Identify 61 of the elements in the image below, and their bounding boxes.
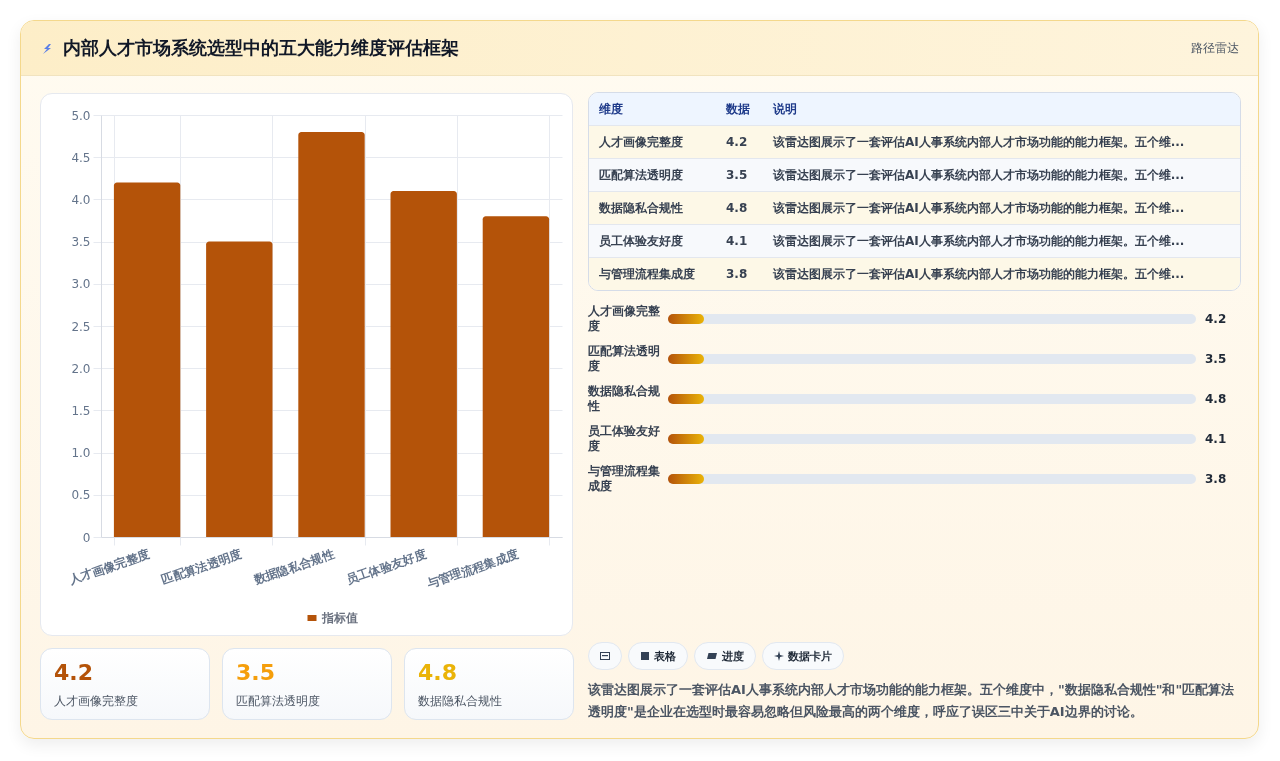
data-label: 3.5 xyxy=(726,167,748,184)
data-label: 4.8 xyxy=(418,659,457,687)
y-tick-label: 3.5 xyxy=(71,235,91,250)
category-label: 匹配算法透明度 xyxy=(236,693,320,709)
x-tick-label: 匹配算法透明度 xyxy=(159,546,244,588)
x-tick-label: 数据隐私合规性 xyxy=(250,546,336,588)
category-label: 数据隐私合规性 xyxy=(588,384,661,414)
category-label: 人才画像完整度 xyxy=(54,693,138,709)
text: 该雷达图展示了一套评估AI人事系统内部人才市场功能的能力框架。五个维度中，"数据隐私合规性"和"匹配算法透明度"是企业在选型时最容易忽略但风险最高的两个维度，呼应了误区三中关于AI边界的讨论。 xyxy=(588,681,1236,721)
bar xyxy=(298,131,365,537)
y-tick-label: 5.0 xyxy=(71,108,91,123)
x-tick-label: 人才画像完整度 xyxy=(66,546,152,588)
text: 说明 xyxy=(773,101,797,118)
data-label: 4.1 xyxy=(726,233,748,250)
y-tick-label: 4.5 xyxy=(71,150,91,165)
y-tick-label: 1.0 xyxy=(71,446,91,461)
bar xyxy=(113,182,181,537)
text: 该雷达图展示了一套评估AI人事系统内部人才市场功能的能力框架。五个维... xyxy=(773,134,1185,151)
text: 维度 xyxy=(599,101,623,118)
data-label: 4.8 xyxy=(1205,392,1227,406)
text: 该雷达图展示了一套评估AI人事系统内部人才市场功能的能力框架。五个维... xyxy=(773,200,1185,217)
data-label: 3.8 xyxy=(726,266,748,283)
category-label: 与管理流程集成度 xyxy=(599,266,695,283)
text: 该雷达图展示了一套评估AI人事系统内部人才市场功能的能力框架。五个维... xyxy=(773,266,1185,283)
data-label: 4.1 xyxy=(1205,432,1227,446)
data-label: 4.2 xyxy=(54,659,93,687)
toggle-button: 表格 xyxy=(628,642,688,670)
x-tick-label: 员工体验友好度 xyxy=(344,546,429,588)
text: 该雷达图展示了一套评估AI人事系统内部人才市场功能的能力框架。五个维... xyxy=(773,233,1185,250)
y-tick-label: 1.5 xyxy=(71,403,91,418)
category-label: 匹配算法透明度 xyxy=(588,344,661,374)
y-tick-label: 3.0 xyxy=(71,277,91,292)
y-tick-label: 0.5 xyxy=(71,488,91,503)
category-label: 人才画像完整度 xyxy=(588,304,661,334)
category-label: 匹配算法透明度 xyxy=(599,167,683,184)
category-label: 员工体验友好度 xyxy=(599,233,683,250)
bar xyxy=(482,216,550,537)
text: 数据 xyxy=(726,101,750,118)
category-label: 数据隐私合规性 xyxy=(418,693,502,709)
text: 内部人才市场系统选型中的五大能力维度评估框架 xyxy=(63,36,459,60)
data-label: 4.2 xyxy=(726,134,748,151)
toggle-button: 进度 xyxy=(694,642,756,670)
y-tick-label: 2.5 xyxy=(71,319,91,334)
toggle-button: 数据卡片 xyxy=(762,642,844,670)
y-tick-label: 0 xyxy=(82,530,91,545)
bar xyxy=(390,190,457,537)
text: 路径雷达 xyxy=(1191,40,1239,57)
y-tick-label: 4.0 xyxy=(71,192,91,207)
bar xyxy=(206,241,273,537)
text: 该雷达图展示了一套评估AI人事系统内部人才市场功能的能力框架。五个维... xyxy=(773,167,1185,184)
data-label: 3.5 xyxy=(236,659,275,687)
data-label: 3.8 xyxy=(1205,472,1227,486)
data-label: 4.8 xyxy=(726,200,748,217)
category-label: 与管理流程集成度 xyxy=(588,464,661,494)
data-label: 3.5 xyxy=(1205,352,1227,366)
category-label: 员工体验友好度 xyxy=(588,424,661,454)
legend-label: 指标值 xyxy=(321,611,358,625)
data-label: 4.2 xyxy=(1205,312,1227,326)
category-label: 人才画像完整度 xyxy=(599,134,683,151)
category-label: 数据隐私合规性 xyxy=(599,200,683,217)
y-tick-label: 2.0 xyxy=(71,361,91,376)
